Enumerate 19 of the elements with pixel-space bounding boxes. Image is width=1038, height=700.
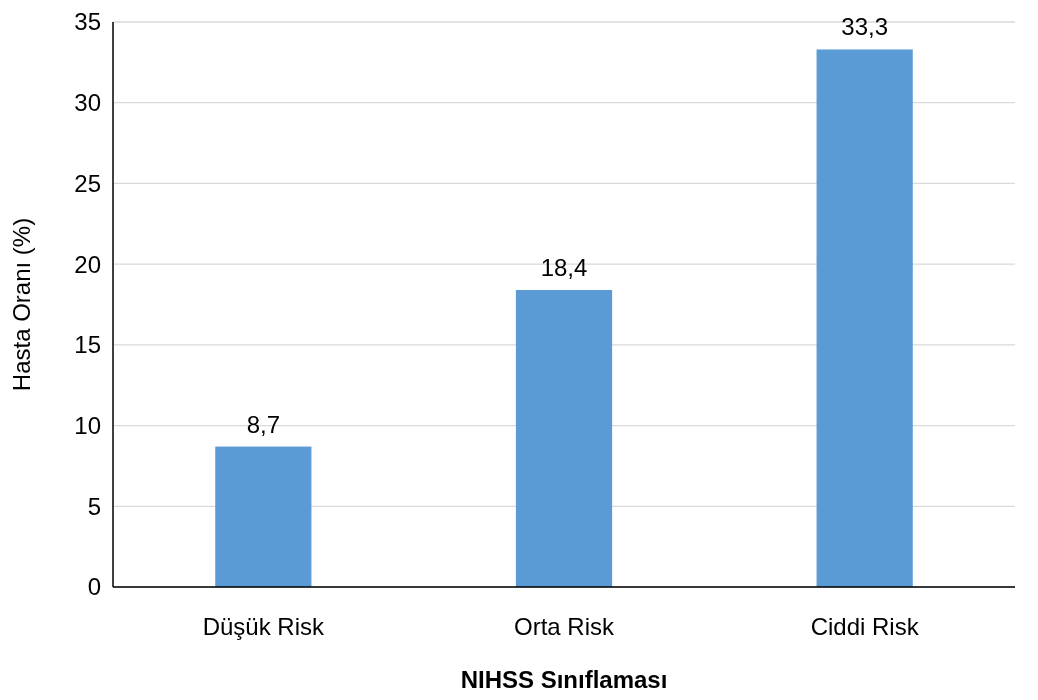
bar	[816, 49, 913, 587]
y-tick-label: 0	[87, 573, 101, 601]
data-label: 18,4	[540, 253, 588, 281]
y-tick-label: 30	[74, 89, 101, 117]
y-tick-label: 20	[74, 250, 101, 278]
data-label: 8,7	[246, 410, 281, 438]
data-label: 33,3	[841, 13, 889, 41]
bar	[215, 446, 312, 587]
y-tick-label: 25	[74, 169, 101, 197]
y-tick-label: 10	[74, 411, 101, 439]
x-tick-label: Düşük Risk	[202, 613, 326, 640]
x-axis-title: NIHSS Sınıflaması	[460, 666, 668, 693]
bar	[515, 289, 613, 587]
x-tick-label: Orta Risk	[513, 613, 615, 640]
y-axis-title: Hasta Oranı (%)	[8, 217, 35, 392]
y-tick-label: 35	[74, 8, 101, 36]
y-tick-label: 5	[87, 492, 101, 520]
x-tick-label: Ciddi Risk	[810, 613, 920, 640]
y-tick-label: 15	[74, 331, 101, 359]
